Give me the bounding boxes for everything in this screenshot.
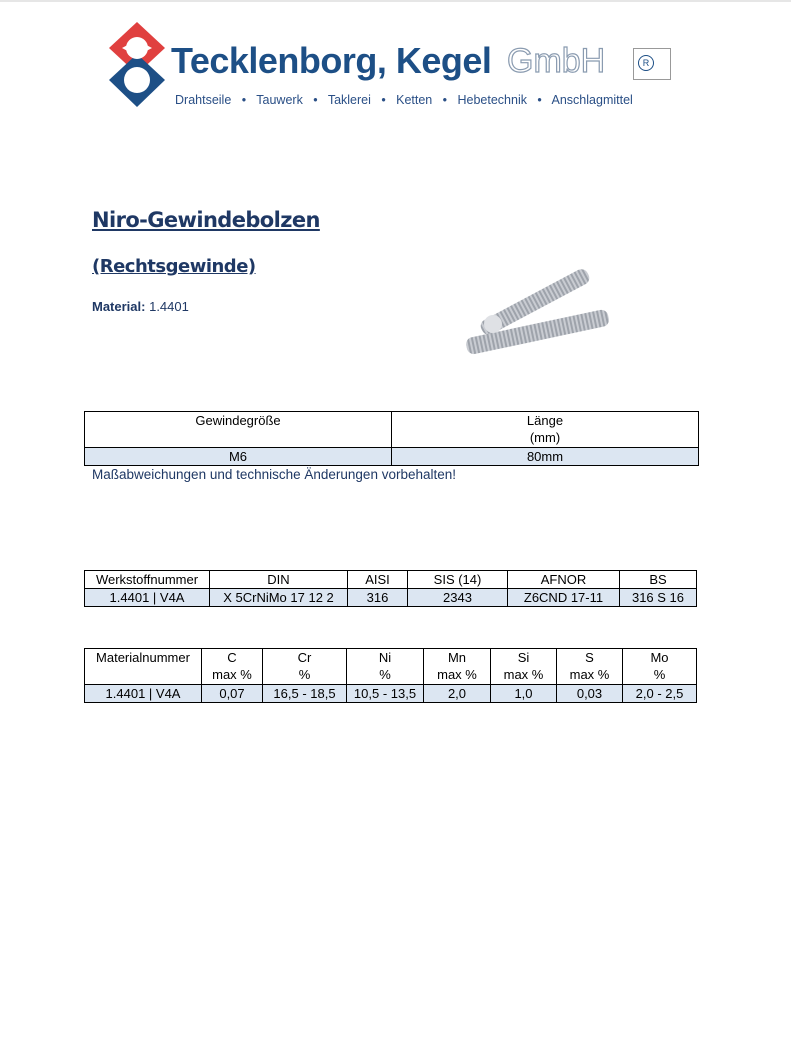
service-item: Tauwerk (256, 93, 303, 107)
cell: X 5CrNiMo 17 12 2 (209, 588, 348, 607)
cell: 316 (347, 588, 408, 607)
cell: 1.4401 | V4A (84, 684, 202, 703)
header-cell: Werkstoffnummer (84, 570, 210, 589)
service-item: Taklerei (327, 93, 371, 107)
cell: Z6CND 17-11 (507, 588, 620, 607)
services-list: Drahtseile • Tauwerk • Taklerei • Ketten… (175, 93, 633, 107)
table-row: 1.4401 | V4A 0,07 16,5 - 18,5 10,5 - 13,5 2,… (84, 684, 697, 703)
cell: 0,03 (556, 684, 623, 703)
header-cell: AISI (347, 570, 408, 589)
table-row: 1.4401 | V4A X 5CrNiMo 17 12 2 316 2343 … (84, 588, 697, 607)
header-unit: % (379, 667, 391, 682)
header-label: C (227, 650, 237, 665)
service-item: Ketten (396, 93, 433, 107)
brand-name: Tecklenborg, Kegel (171, 40, 492, 81)
company-logo: Tecklenborg, Kegel GmbH R Drahtseile • T… (105, 20, 675, 112)
header-cell: Materialnummer (84, 648, 202, 685)
header-cell: AFNOR (507, 570, 620, 589)
header-unit: max % (503, 667, 544, 682)
logo-mark-icon (109, 22, 165, 107)
product-photo (466, 269, 609, 355)
cell: 10,5 - 13,5 (346, 684, 424, 703)
size-table: Gewindegröße Länge (mm) M6 80mm (84, 411, 699, 466)
cell: 0,07 (201, 684, 263, 703)
header-unit: max % (437, 667, 477, 682)
header-label: Cr (297, 650, 312, 665)
page-subtitle: (Rechtsgewinde) (92, 256, 256, 277)
header-unit: max % (212, 667, 252, 682)
header-label: Ni (378, 650, 392, 665)
material-label: Material: (92, 299, 146, 314)
standards-table: Werkstoffnummer DIN AISI SIS (14) AFNOR … (84, 570, 697, 607)
header-cell: Gewindegröße (84, 411, 392, 448)
service-item: Anschlagmittel (551, 93, 633, 107)
header-unit: (mm) (529, 430, 561, 445)
cell: M6 (84, 447, 392, 466)
cell: 2,0 - 2,5 (622, 684, 697, 703)
header-label: Materialnummer (96, 650, 190, 665)
material-value: 1.4401 (149, 299, 189, 314)
header-cell: Mo% (622, 648, 697, 685)
header-cell: Mn max % (423, 648, 491, 685)
cell: 316 S 16 (619, 588, 697, 607)
brand-suffix: GmbH (506, 41, 606, 80)
page-title: Niro-Gewindebolzen (92, 208, 320, 232)
cell: 1.4401 | V4A (84, 588, 210, 607)
cell: 2343 (407, 588, 508, 607)
top-border (0, 0, 791, 2)
header-unit: % (653, 667, 666, 682)
header-cell: Ni% (346, 648, 424, 685)
header-unit: max % (569, 667, 610, 682)
header-label: S (585, 650, 594, 665)
table-row: M6 80mm (84, 447, 699, 466)
certification-badge: R (633, 48, 671, 80)
header-cell: BS (619, 570, 697, 589)
service-item: Drahtseile (175, 93, 232, 107)
disclaimer-note: Maßabweichungen und technische Änderunge… (92, 467, 457, 482)
service-item: Hebetechnik (457, 93, 527, 107)
cell: 16,5 - 18,5 (262, 684, 347, 703)
material-line: Material: 1.4401 (92, 299, 189, 314)
cell: 80mm (391, 447, 699, 466)
header-label: Mn (447, 650, 467, 665)
header-label: Mo (650, 650, 669, 665)
header-cell: Si max % (490, 648, 557, 685)
header-unit: % (298, 667, 311, 682)
header-cell: Länge (526, 413, 564, 428)
header-cell: DIN (209, 570, 348, 589)
header-cell: SIS (14) (407, 570, 508, 589)
cell: 2,0 (423, 684, 491, 703)
header-cell: Cr% (262, 648, 347, 685)
cell: 1,0 (490, 684, 557, 703)
header-label: Si (517, 650, 530, 665)
